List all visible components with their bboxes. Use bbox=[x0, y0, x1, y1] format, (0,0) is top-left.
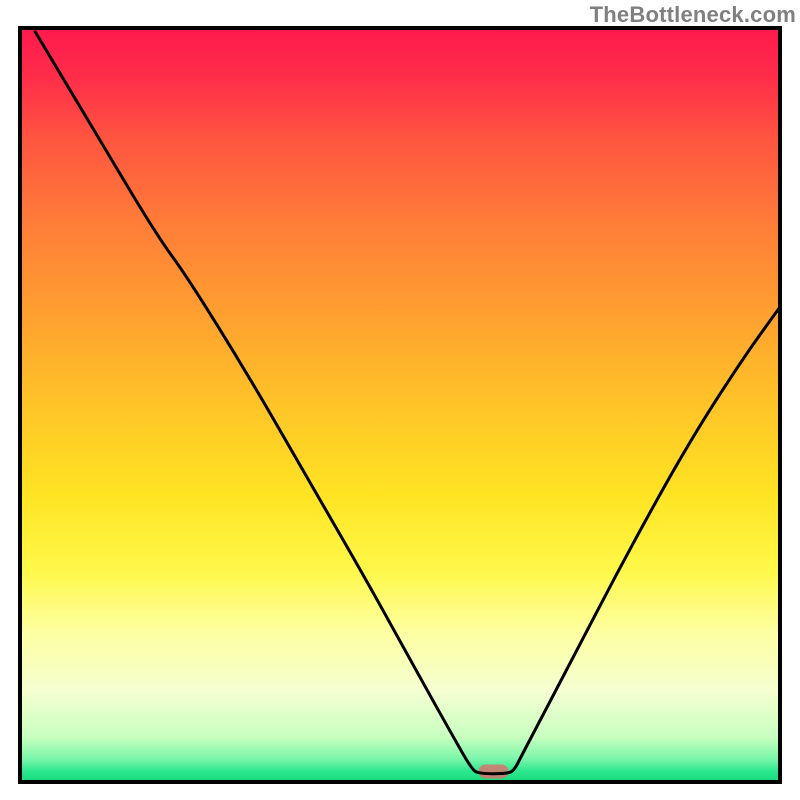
chart-background bbox=[20, 28, 780, 782]
watermark-text: TheBottleneck.com bbox=[590, 2, 796, 28]
bottleneck-chart bbox=[0, 0, 800, 800]
plot-area bbox=[20, 28, 780, 782]
optimal-marker bbox=[478, 764, 508, 778]
chart-container: TheBottleneck.com bbox=[0, 0, 800, 800]
